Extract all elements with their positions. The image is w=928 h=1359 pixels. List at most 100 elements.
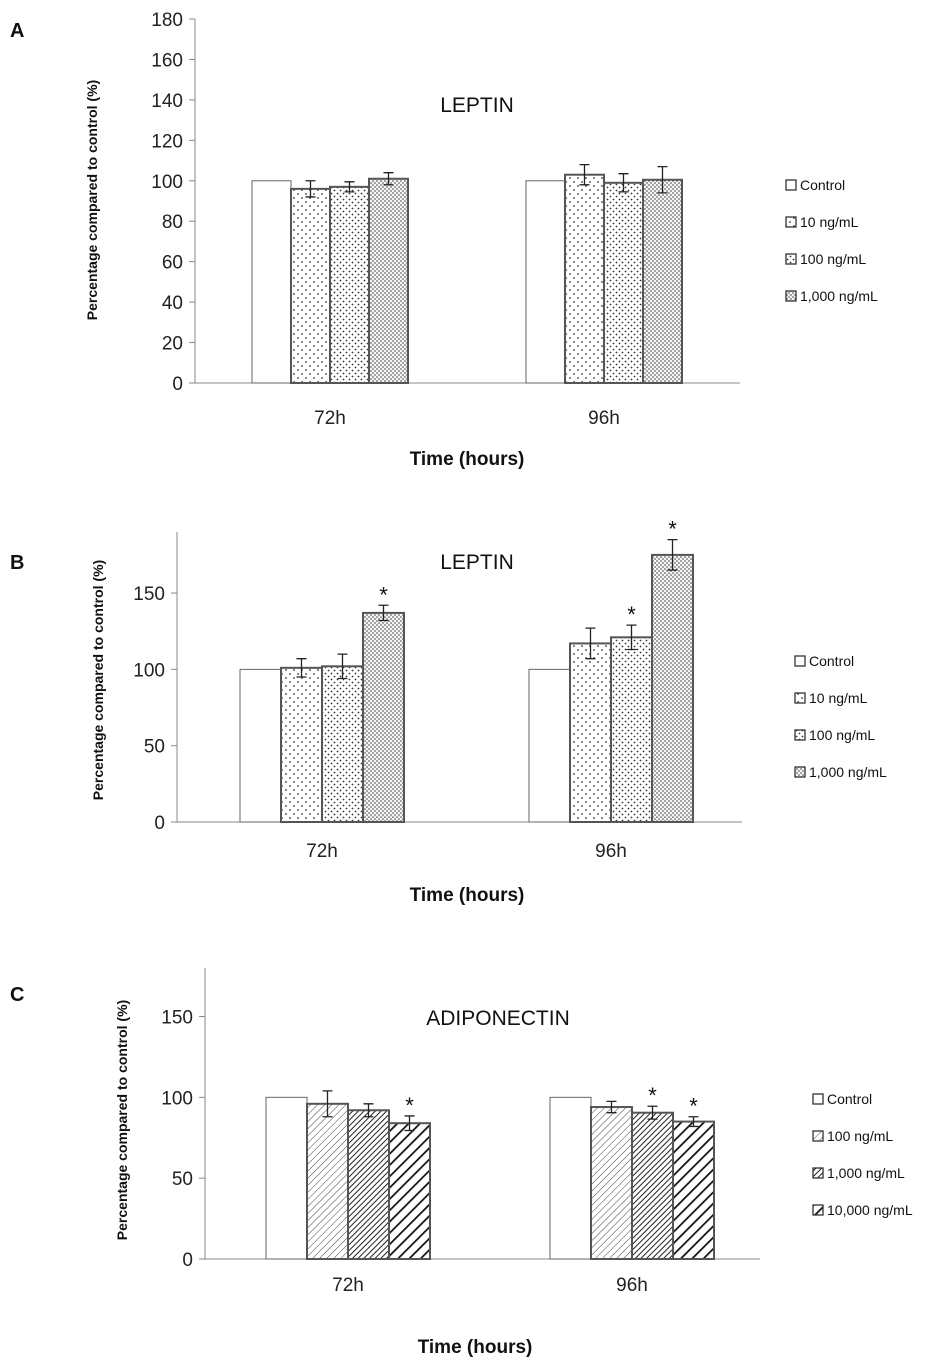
legend-label-100-ng-ml: 100 ng/mL: [827, 1128, 893, 1144]
legend-label-10-ng-ml: 10 ng/mL: [809, 690, 868, 706]
error-bar-96h-100-ng-ml: [606, 1100, 617, 1114]
bar-72h-control: [251, 180, 292, 384]
y-axis-label: Percentage compared to control (%): [90, 560, 106, 800]
legend-swatch-100-ng-ml: [794, 729, 806, 741]
bar-72h-100-ng-ml: [321, 665, 364, 823]
y-tick-label: 150: [133, 584, 165, 605]
chart-c-svg: 0 50 100 150 ADIPONECTIN Time (hours) Percenta…: [114, 968, 913, 1358]
bar-72h-1-000-ng-ml: [368, 177, 409, 384]
legend-label-10-000-ng-ml: 10,000 ng/mL: [827, 1202, 913, 1218]
error-bar-96h-100-ng-ml: [626, 624, 637, 651]
bar-96h-1-000-ng-ml: [631, 1111, 674, 1260]
legend-label-control: Control: [827, 1091, 872, 1107]
y-tick-label: 160: [151, 50, 183, 71]
error-bar-72h-100-ng-ml: [337, 653, 348, 680]
legend-label-control: Control: [809, 653, 854, 669]
legend-swatch-control: [812, 1093, 824, 1105]
y-tick-label: 0: [154, 813, 165, 834]
chart-title: LEPTIN: [440, 551, 514, 574]
panel-letter-a: A: [10, 20, 25, 42]
bar-96h-100-ng-ml: [610, 636, 653, 823]
chart-panel-b: B 0 50 100 150 LEPTIN Time (hours) Percentage …: [0, 480, 928, 920]
bar-72h-100-ng-ml: [329, 185, 370, 384]
y-tick-label: 40: [162, 293, 183, 314]
error-bar-96h-10-ng-ml: [585, 627, 596, 660]
chart-title: LEPTIN: [440, 94, 514, 117]
legend-label-1-000-ng-ml: 1,000 ng/mL: [809, 764, 887, 780]
bar-72h-1-000-ng-ml: [362, 611, 405, 823]
x-tick-label: 72h: [306, 841, 338, 862]
bar-96h-control: [528, 668, 571, 823]
error-bar-72h-1-000-ng-ml: [383, 172, 394, 186]
legend-swatch-1-000-ng-ml: [812, 1167, 824, 1179]
chart-panel-c: C 0 50 100 150 ADIPONECTIN Time (hours) Percen…: [0, 920, 928, 1359]
legend-label-10-ng-ml: 10 ng/mL: [800, 214, 859, 230]
bar-72h-10-ng-ml: [280, 666, 323, 823]
error-bar-72h-10-ng-ml: [296, 658, 307, 678]
error-bar-72h-10-000-ng-ml: [404, 1115, 415, 1132]
legend-label-100-ng-ml: 100 ng/mL: [809, 727, 875, 743]
chart-b-svg: 0 50 100 150 LEPTIN Time (hours) Percentage co…: [90, 517, 887, 906]
error-bar-72h-100-ng-ml: [322, 1090, 333, 1118]
y-axis-label: Percentage compared to control (%): [84, 80, 100, 320]
x-axis-label: Time (hours): [418, 1337, 533, 1358]
y-tick-label: 140: [151, 91, 183, 112]
error-bar-96h-1-000-ng-ml: [647, 1105, 658, 1120]
legend-label-100-ng-ml: 100 ng/mL: [800, 251, 866, 267]
y-tick-label: 0: [182, 1250, 193, 1271]
significance-marker: *: [689, 1094, 698, 1119]
significance-marker: *: [405, 1093, 414, 1118]
legend-swatch-10-000-ng-ml: [812, 1204, 824, 1216]
legend-swatch-control: [785, 179, 797, 191]
y-axis-label: Percentage compared to control (%): [114, 1000, 130, 1240]
bar-72h-control: [239, 668, 282, 823]
y-tick-label: 120: [151, 131, 183, 152]
y-tick-label: 20: [162, 334, 183, 355]
bar-72h-10-000-ng-ml: [388, 1122, 431, 1260]
x-tick-label: 72h: [314, 408, 346, 429]
bar-72h-100-ng-ml: [306, 1102, 349, 1260]
bar-72h-10-ng-ml: [290, 187, 331, 384]
bar-96h-100-ng-ml: [590, 1106, 633, 1260]
error-bar-96h-100-ng-ml: [618, 173, 629, 193]
bar-96h-10-ng-ml: [564, 173, 605, 384]
x-tick-label: 96h: [588, 408, 620, 429]
legend-swatch-control: [794, 655, 806, 667]
y-tick-label: 60: [162, 253, 183, 274]
bar-72h-control: [265, 1096, 308, 1260]
legend-label-1-000-ng-ml: 1,000 ng/mL: [827, 1165, 905, 1181]
x-axis-label: Time (hours): [410, 449, 525, 470]
bar-96h-10-ng-ml: [569, 642, 612, 823]
y-tick-label: 50: [172, 1169, 193, 1190]
error-bar-72h-1-000-ng-ml: [378, 604, 389, 622]
legend-swatch-100-ng-ml: [785, 253, 797, 265]
legend-label-1-000-ng-ml: 1,000 ng/mL: [800, 288, 878, 304]
legend-label-control: Control: [800, 177, 845, 193]
y-tick-label: 100: [161, 1088, 193, 1109]
bar-96h-control: [525, 180, 566, 384]
legend-swatch-1-000-ng-ml: [785, 290, 797, 302]
significance-marker: *: [648, 1083, 657, 1108]
bar-96h-1-000-ng-ml: [642, 178, 683, 384]
significance-marker: *: [379, 582, 388, 607]
y-tick-label: 80: [162, 212, 183, 233]
x-tick-label: 72h: [332, 1275, 364, 1296]
error-bar-72h-1-000-ng-ml: [363, 1103, 374, 1118]
y-tick-label: 0: [172, 374, 183, 395]
bar-96h-10-000-ng-ml: [672, 1120, 715, 1260]
bar-72h-1-000-ng-ml: [347, 1109, 390, 1260]
legend-swatch-100-ng-ml: [812, 1130, 824, 1142]
error-bar-96h-1-000-ng-ml: [657, 165, 668, 194]
x-axis-label: Time (hours): [410, 885, 525, 906]
error-bar-96h-10-ng-ml: [579, 163, 590, 186]
y-tick-label: 100: [133, 660, 165, 681]
error-bar-96h-1-000-ng-ml: [667, 538, 678, 571]
panel-letter-c: C: [10, 984, 25, 1006]
bar-96h-100-ng-ml: [603, 181, 644, 384]
legend-swatch-10-ng-ml: [794, 692, 806, 704]
chart-a-svg: 0 20 40 60 80 100 120 140 160 180 LEPTIN Time (hour…: [84, 10, 878, 470]
significance-marker: *: [668, 517, 677, 542]
chart-title: ADIPONECTIN: [426, 1007, 570, 1030]
error-bar-96h-10-000-ng-ml: [688, 1116, 699, 1128]
legend-swatch-1-000-ng-ml: [794, 766, 806, 778]
